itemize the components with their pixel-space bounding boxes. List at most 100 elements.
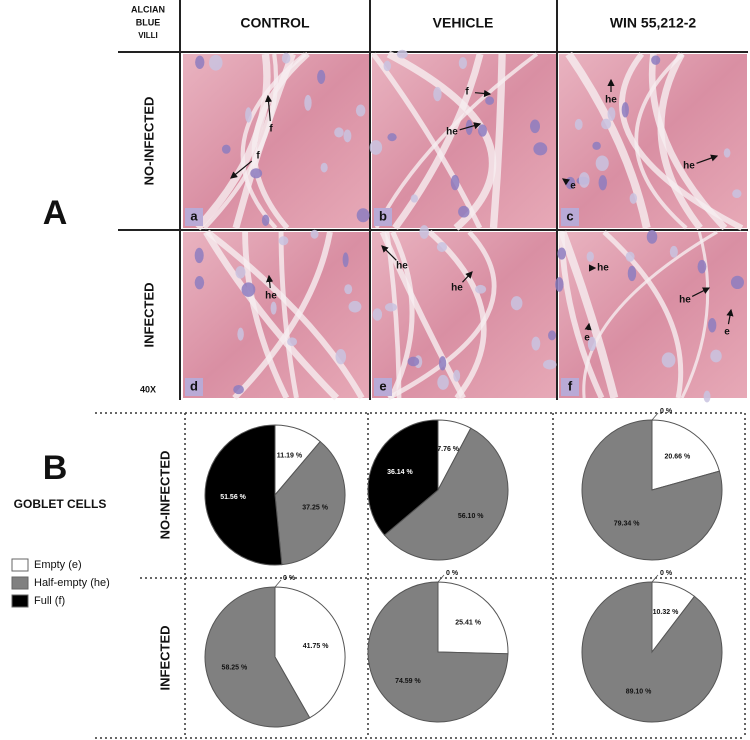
letter-box [374,378,392,396]
legend-label: Empty (e) [34,559,82,571]
letter-box [185,208,203,226]
data-label: 7.76 % [437,446,460,453]
goblet-cell [530,119,541,134]
goblet-cell [477,124,487,137]
data-label: 20.66 % [665,453,691,460]
data-label: 0 % [283,575,296,582]
goblet-cell [344,284,353,295]
goblet-cell [669,245,678,258]
villus-edge [657,52,703,231]
pie-slice [651,419,721,491]
goblet-cell [485,96,495,105]
data-label: 51.56 % [220,494,246,501]
villus-edge [388,230,415,400]
annotation: he [396,261,408,272]
leader-line [651,574,659,583]
goblet-cell [595,155,609,172]
goblet-cell [578,172,590,188]
goblet-cell [396,49,408,59]
goblet-cell [710,349,722,363]
goblet-cell [450,174,460,191]
villus-edge [648,53,728,231]
goblet-cell [703,390,711,403]
magnification: 40X [140,384,156,394]
goblet-cell [320,162,328,173]
goblet-cell [732,189,742,199]
data-label: 56.10 % [458,513,484,520]
column-header: WIN 55,212-2 [610,15,697,31]
image-letter: b [379,208,387,223]
goblet-cell [533,142,548,156]
goblet-cell [387,133,397,142]
villus-edge [387,230,497,401]
goblet-cell [436,242,448,252]
villus-edge [386,50,497,231]
goblet-cell [342,252,349,268]
column-header: CONTROL [240,15,310,31]
goblet-cell [237,327,244,341]
data-label: 79.34 % [614,520,640,527]
villus-edge [240,52,307,230]
data-label: 0 % [446,570,459,577]
arrow [584,322,592,331]
data-label: 25.41 % [455,620,481,627]
goblet-cell [304,94,312,111]
histology-image: f he he e e [555,230,747,403]
goblet-cell [531,336,541,351]
annotation: e [724,327,730,338]
goblet-cell [209,54,223,71]
row-label: NO-INFECTED [157,451,172,540]
goblet-cell [697,259,707,274]
image-letter: e [379,378,386,393]
goblet-cell [621,102,629,118]
villus-edge [374,52,539,229]
goblet-cell [348,300,362,313]
villus-edge [427,229,487,400]
goblet-cell [587,336,597,352]
goblet-cell [458,205,470,218]
row-label: INFECTED [141,283,156,348]
pie-slice [383,427,509,561]
column-header: VEHICLE [433,15,494,31]
histology-image: b f he [369,49,556,231]
villus-edge [680,231,710,399]
goblet-cell [343,129,352,143]
leader-line [437,574,445,583]
histology-image: c he he e [559,51,747,231]
goblet-cell [235,266,246,279]
villus-edge [558,230,619,399]
data-label: 0 % [660,408,673,415]
goblet-cell [372,308,383,321]
villus-edge [278,231,299,399]
pie-slice [204,586,311,728]
goblet-cell [233,384,244,395]
goblet-cell [607,107,616,121]
panel-b-grid [95,412,746,739]
goblet-cell [278,236,289,246]
panel-a-grid [118,0,748,400]
row-label: INFECTED [157,626,172,691]
data-label: 58.25 % [222,665,248,672]
goblet-cell [410,194,418,203]
image-letter: c [566,208,573,223]
goblet-cell [629,193,638,204]
goblet-cell [475,284,487,294]
goblet-cell [369,140,383,155]
annotation: f [269,124,273,135]
villus-edge [602,230,684,399]
annotation: e [584,333,590,344]
goblet-cell [543,359,557,370]
pie-slice [367,419,439,536]
goblet-cell [651,55,661,65]
row-label: NO-INFECTED [141,97,156,186]
letter-box [185,378,203,396]
villus-edge [371,52,483,230]
goblet-cell [407,356,420,367]
stain-label: BLUE [136,17,161,27]
goblet-cell [586,251,594,262]
goblet-cell [601,118,612,130]
villus-edge [489,53,506,229]
goblet-cell [281,52,291,64]
arrow [726,308,734,325]
annotation: he [597,263,609,274]
